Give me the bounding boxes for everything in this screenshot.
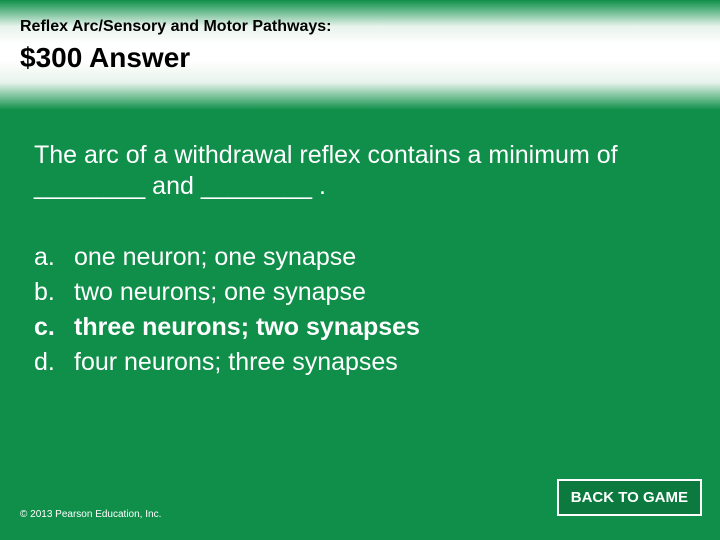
option-text: one neuron; one synapse [74, 240, 356, 275]
option-text: four neurons; three synapses [74, 345, 398, 380]
back-to-game-button[interactable]: BACK TO GAME [557, 479, 702, 516]
option-letter: d. [34, 345, 74, 380]
answer-options: a. one neuron; one synapse b. two neuron… [34, 240, 420, 380]
question-text: The arc of a withdrawal reflex contains … [34, 140, 680, 203]
option-d: d. four neurons; three synapses [34, 345, 420, 380]
category-title: Reflex Arc/Sensory and Motor Pathways: [20, 18, 332, 36]
option-letter: b. [34, 275, 74, 310]
amount-answer-title: $300 Answer [20, 42, 190, 74]
option-letter: c. [34, 310, 74, 345]
option-b: b. two neurons; one synapse [34, 275, 420, 310]
option-c: c. three neurons; two synapses [34, 310, 420, 345]
copyright-text: © 2013 Pearson Education, Inc. [20, 509, 161, 520]
option-letter: a. [34, 240, 74, 275]
option-a: a. one neuron; one synapse [34, 240, 420, 275]
option-text: two neurons; one synapse [74, 275, 366, 310]
option-text: three neurons; two synapses [74, 310, 420, 345]
slide: Reflex Arc/Sensory and Motor Pathways: $… [0, 0, 720, 540]
